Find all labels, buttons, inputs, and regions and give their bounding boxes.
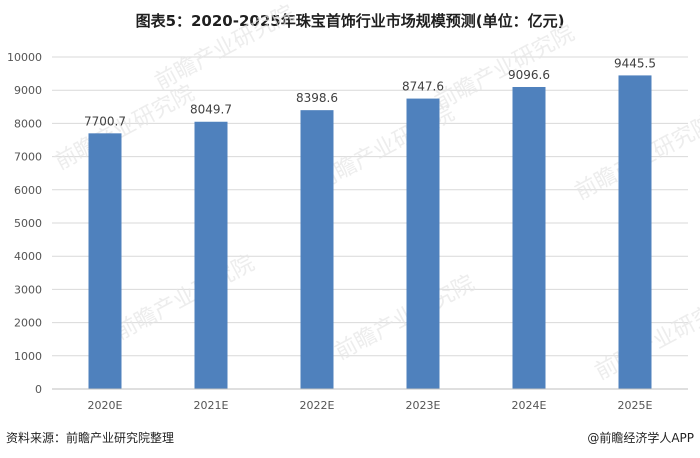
x-tick-label: 2023E <box>406 399 441 412</box>
data-label: 8398.6 <box>296 91 338 105</box>
y-tick-label: 5000 <box>14 217 42 230</box>
y-axis-ticks: 0 1000 2000 3000 4000 5000 6000 7000 8000 9000 100… <box>7 51 42 396</box>
y-tick-label: 6000 <box>14 184 42 197</box>
chart-title: 图表5：2020-2025年珠宝首饰行业市场规模预测(单位：亿元) <box>135 12 565 30</box>
bar-2022E <box>300 110 334 390</box>
watermarks: 前瞻产业研究院前瞻产业研究院前瞻产业研究院前瞻产业研究院前瞻产业研究院前瞻产业研… <box>51 1 700 385</box>
data-label: 9096.6 <box>508 68 550 82</box>
bar-2023E <box>406 98 440 389</box>
data-label: 9445.5 <box>614 56 656 70</box>
watermark-text: 前瞻产业研究院 <box>431 21 579 115</box>
bar-2021E <box>194 121 228 389</box>
source-note: 资料来源：前瞻产业研究院整理 <box>6 431 175 445</box>
bar-2020E <box>88 133 122 389</box>
watermark-text: 前瞻产业研究院 <box>151 1 299 95</box>
data-label: 8049.7 <box>190 103 232 117</box>
bar-2024E <box>512 86 546 389</box>
y-tick-label: 9000 <box>14 84 42 97</box>
y-tick-label: 7000 <box>14 151 42 164</box>
gridlines <box>52 56 688 357</box>
bar-2025E <box>618 75 652 390</box>
bars <box>88 75 652 390</box>
y-tick-label: 3000 <box>14 283 42 296</box>
data-label: 7700.7 <box>84 114 126 128</box>
x-tick-label: 2025E <box>618 399 653 412</box>
x-tick-label: 2024E <box>512 399 547 412</box>
x-axis-ticks: 2020E 2021E 2022E 2023E 2024E 2025E <box>88 399 653 412</box>
x-tick-label: 2020E <box>88 399 123 412</box>
watermark-text: 前瞻产业研究院 <box>331 271 479 365</box>
brand-note: @前瞻经济学人APP <box>587 431 694 445</box>
data-label: 8747.6 <box>402 80 444 94</box>
watermark-text: 前瞻产业研究院 <box>111 251 259 345</box>
x-tick-label: 2022E <box>300 399 335 412</box>
y-tick-label: 2000 <box>14 317 42 330</box>
y-tick-label: 0 <box>35 383 42 396</box>
y-tick-label: 10000 <box>7 51 42 64</box>
y-tick-label: 8000 <box>14 117 42 130</box>
y-tick-label: 4000 <box>14 250 42 263</box>
y-tick-label: 1000 <box>14 350 42 363</box>
x-tick-label: 2021E <box>194 399 229 412</box>
data-labels: 7700.7 8049.7 8398.6 8747.6 9096.6 9445.5 <box>84 56 656 128</box>
